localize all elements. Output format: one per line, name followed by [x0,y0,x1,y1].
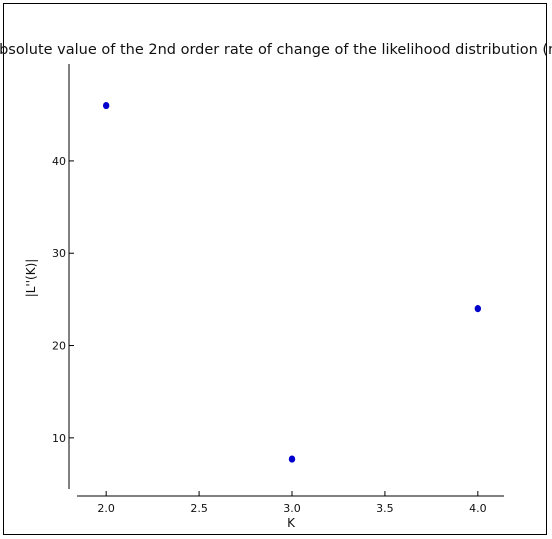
x-tick-label: 3.5 [376,502,394,515]
y-tick-label: 20 [52,340,66,353]
y-tick-label: 30 [52,247,66,260]
data-points [102,101,482,463]
x-axis-label: K [287,516,296,530]
y-axis-label: |L''(K)| [24,259,38,298]
x-tick-label: 2.5 [190,502,208,515]
data-point [288,455,296,463]
y-tick-label: 10 [52,432,66,445]
y-ticks: 10 20 30 40 [52,155,74,445]
chart-frame [3,3,547,535]
x-tick-label: 2.0 [97,502,115,515]
data-point [474,305,482,313]
data-point [102,101,110,110]
chart-title: Absolute value of the 2nd order rate of … [0,42,552,58]
y-tick-label: 40 [52,155,66,168]
x-tick-label: 4.0 [469,502,487,515]
x-ticks: 2.0 2.5 3.0 3.5 4.0 [97,491,487,515]
x-tick-label: 3.0 [283,502,301,515]
